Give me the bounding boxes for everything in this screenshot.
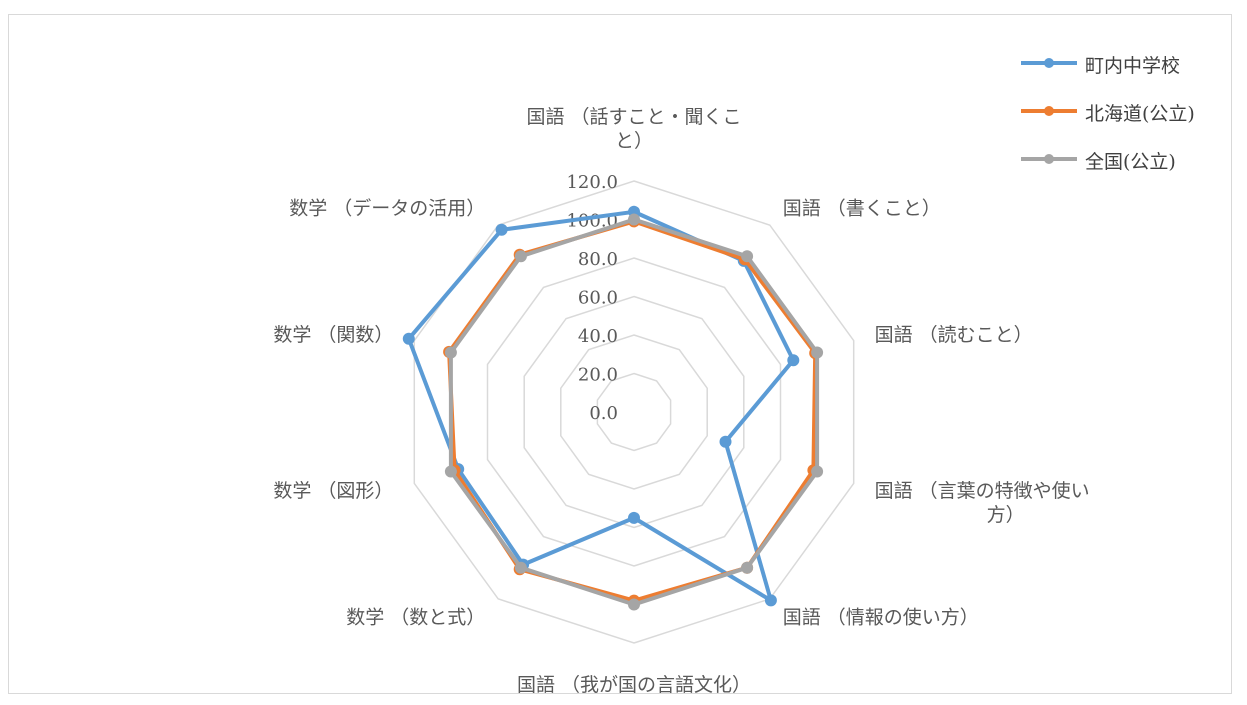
r-tick-label: 80.0 xyxy=(578,249,618,270)
category-label: 数学 （数と式） xyxy=(346,607,485,629)
legend-label-hokkaido: 北海道(公立) xyxy=(1085,103,1195,125)
data-point xyxy=(787,354,800,367)
grid-ring xyxy=(596,372,672,452)
legend-label-national: 全国(公立) xyxy=(1085,151,1176,173)
data-point xyxy=(402,332,415,345)
data-point xyxy=(811,465,824,478)
r-tick-label: 120.0 xyxy=(566,172,618,193)
data-point xyxy=(628,511,640,524)
grid-ring xyxy=(523,295,745,529)
data-point xyxy=(628,213,640,226)
category-label: 数学 （図形） xyxy=(273,480,393,502)
legend-swatch-town xyxy=(1021,58,1077,68)
category-label: 数学 （関数） xyxy=(273,324,393,346)
data-point xyxy=(719,435,732,448)
r-tick-label: 40.0 xyxy=(578,326,618,347)
legend-item-national: 全国(公立) xyxy=(1019,139,1219,187)
category-label: 国語 （読むこと） xyxy=(875,324,1033,346)
series-line xyxy=(448,217,820,607)
r-tick-label: 60.0 xyxy=(578,288,618,309)
chart-frame: 0.0 20.0 40.0 60.0 80.0 100.0 120.0 国語 （話すこと・聞く… xyxy=(8,14,1232,695)
grid-ring xyxy=(486,257,782,567)
legend-swatch-national xyxy=(1021,154,1077,164)
data-point xyxy=(514,250,527,263)
category-label: 国語 （言葉の特徴や使い方） xyxy=(875,480,1090,526)
category-label: 国語 （書くこと） xyxy=(783,197,941,219)
legend-label-town: 町内中学校 xyxy=(1085,55,1181,77)
category-label: 国語 （話すこと・聞くこと） xyxy=(526,106,741,152)
category-label: 数学 （データの活用） xyxy=(289,197,485,219)
data-point xyxy=(741,561,754,574)
category-label: 国語 （我が国の言語文化） xyxy=(517,674,751,695)
data-point xyxy=(514,561,527,574)
grid-ring xyxy=(560,334,708,490)
legend: 町内中学校 北海道(公立) 全国(公立) xyxy=(1019,43,1219,187)
data-point xyxy=(764,594,777,607)
legend-swatch-hokkaido xyxy=(1021,106,1077,116)
data-point xyxy=(444,346,457,359)
data-point xyxy=(495,223,508,236)
r-tick-label: 0.0 xyxy=(589,403,618,424)
data-point xyxy=(741,250,754,263)
data-point xyxy=(444,465,457,478)
legend-item-town: 町内中学校 xyxy=(1019,43,1219,91)
r-tick-label: 20.0 xyxy=(578,365,618,386)
data-point xyxy=(628,598,640,611)
category-label: 国語 （情報の使い方） xyxy=(783,607,979,629)
legend-item-hokkaido: 北海道(公立) xyxy=(1019,91,1219,139)
data-point xyxy=(811,346,824,359)
grid-ring xyxy=(413,180,855,644)
